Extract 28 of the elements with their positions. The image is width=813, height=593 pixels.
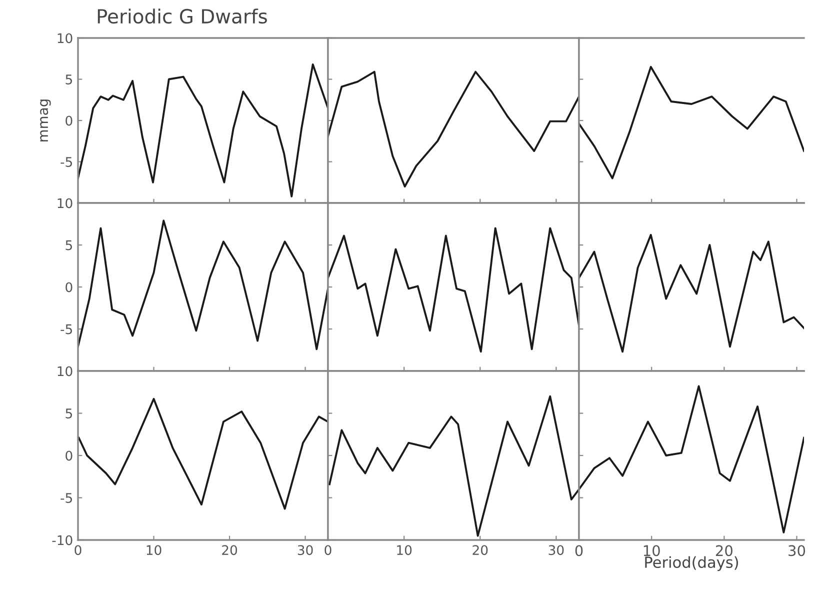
y-tick-label: 10 bbox=[58, 366, 72, 376]
x-tick-label: 10 bbox=[397, 545, 412, 556]
x-axis-title: Period(days) bbox=[645, 556, 738, 571]
y-tick-label: -5 bbox=[60, 493, 72, 503]
x-tick-label: 30 bbox=[788, 545, 806, 556]
chart-title: Periodic G Dwarfs bbox=[98, 8, 267, 24]
y-axis-title: mmag bbox=[40, 100, 51, 142]
x-tick-label: 30 bbox=[548, 545, 564, 556]
x-tick-label: 0 bbox=[575, 545, 583, 556]
y-tick-label: -5 bbox=[60, 324, 72, 334]
x-tick-label: 20 bbox=[472, 545, 488, 556]
x-tick-label: 0 bbox=[324, 545, 332, 556]
x-tick-label: 30 bbox=[298, 545, 313, 556]
x-tick-label: 20 bbox=[222, 545, 238, 556]
y-tick-label: -10 bbox=[52, 535, 72, 546]
x-tick-label: 0 bbox=[74, 545, 82, 556]
y-tick-label: 0 bbox=[66, 282, 72, 292]
y-tick-label: 5 bbox=[66, 408, 72, 418]
x-tick-label: 10 bbox=[644, 545, 660, 556]
y-tick-label: 5 bbox=[66, 74, 72, 84]
x-tick-label: 20 bbox=[716, 545, 732, 556]
y-tick-label: 10 bbox=[58, 198, 72, 208]
x-tick-label: 10 bbox=[146, 545, 162, 556]
y-tick-label: 5 bbox=[66, 240, 72, 250]
y-tick-label: 10 bbox=[58, 33, 72, 44]
y-tick-label: -5 bbox=[60, 157, 72, 167]
y-tick-label: 0 bbox=[66, 450, 72, 461]
y-tick-label: 0 bbox=[66, 116, 72, 126]
